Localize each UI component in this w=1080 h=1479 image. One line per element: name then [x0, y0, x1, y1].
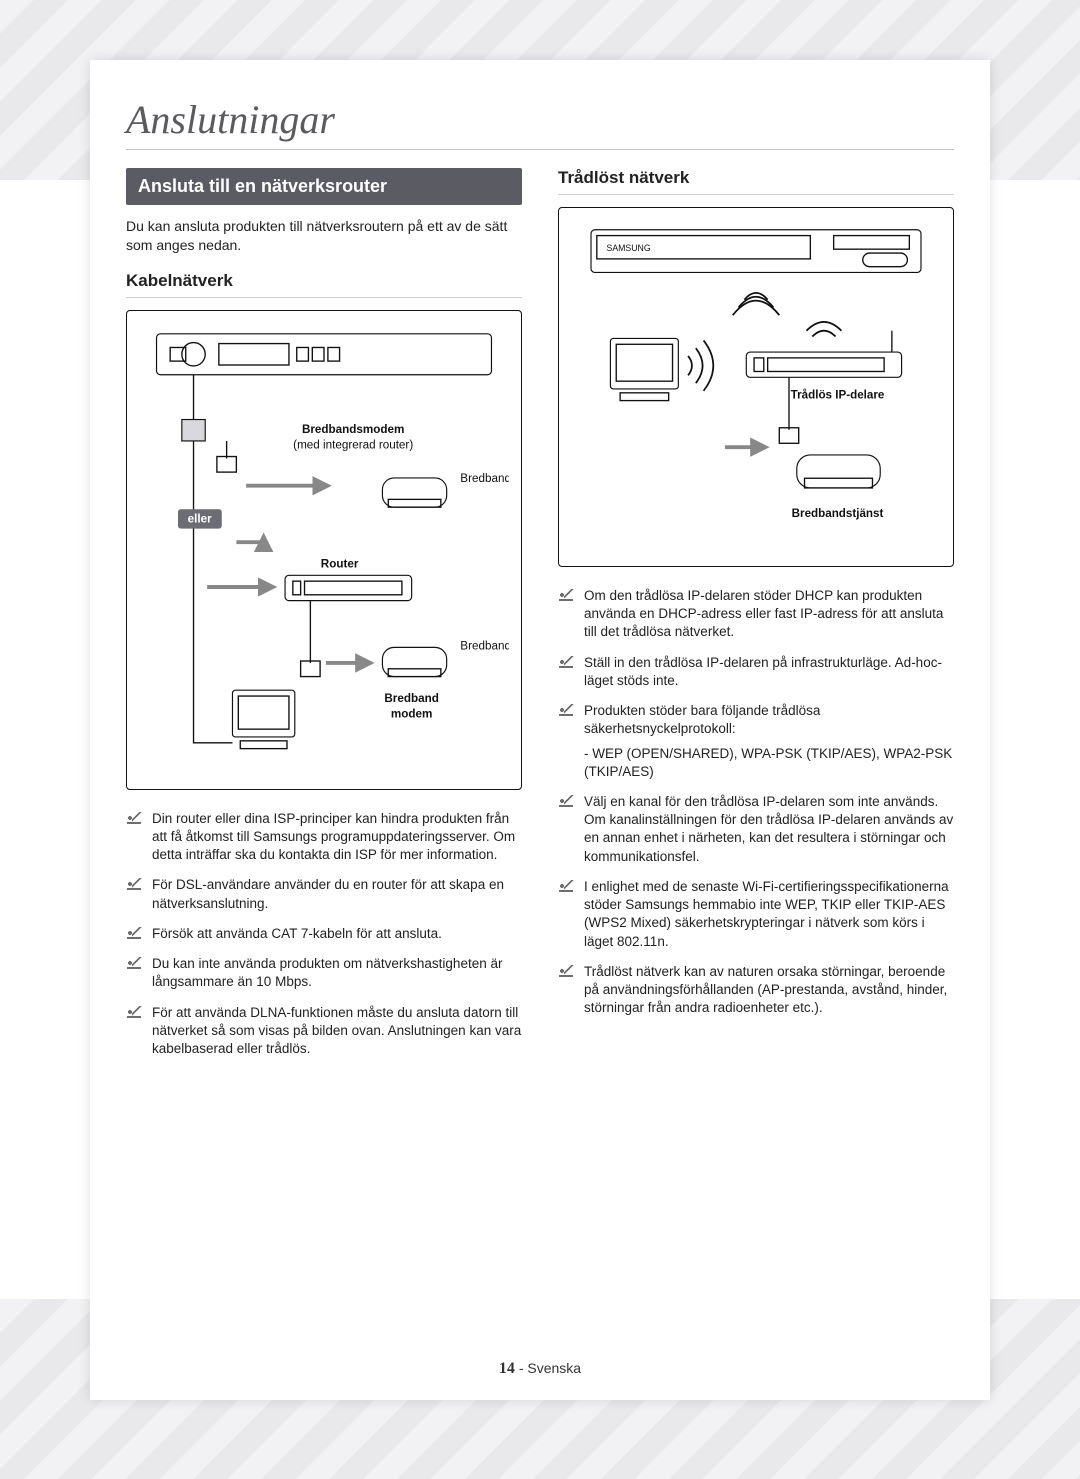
pen-icon	[126, 957, 144, 971]
pen-icon	[558, 965, 576, 979]
svg-text:(med integrerad router): (med integrerad router)	[293, 439, 413, 452]
pen-icon	[126, 878, 144, 892]
notes-right: Om den trådlösa IP-delaren stöder DHCP k…	[558, 587, 954, 1017]
svg-text:Bredbandstjänst: Bredbandstjänst	[460, 472, 509, 485]
note-text: Välj en kanal för den trådlösa IP-delare…	[584, 793, 954, 866]
svg-text:Trådlös IP-delare: Trådlös IP-delare	[791, 389, 885, 402]
note-text: I enlighet med de senaste Wi-Fi-certifie…	[584, 878, 954, 951]
note-text: För att använda DLNA-funktionen måste du…	[152, 1004, 522, 1059]
pen-icon	[558, 704, 576, 718]
page-number: 14	[499, 1360, 515, 1377]
svg-text:modem: modem	[391, 707, 433, 720]
svg-text:Bredbandstjänst: Bredbandstjänst	[792, 507, 884, 520]
sub-heading-wireless: Trådlöst nätverk	[558, 168, 954, 195]
svg-text:Bredbandsmodem: Bredbandsmodem	[302, 423, 404, 436]
note-text: För DSL-användare använder du en router …	[152, 876, 522, 912]
note-text: Produkten stöder bara följande trådlösa …	[584, 702, 954, 738]
svg-text:Bredband: Bredband	[384, 692, 438, 705]
note-text: Om den trådlösa IP-delaren stöder DHCP k…	[584, 587, 954, 642]
intro-text: Du kan ansluta produkten till nätverksro…	[126, 217, 522, 255]
notes-left: Din router eller dina ISP-principer kan …	[126, 810, 522, 1058]
chapter-title: Anslutningar	[126, 96, 954, 150]
pen-icon	[558, 880, 576, 894]
svg-text:Router: Router	[321, 557, 359, 570]
pen-icon	[558, 795, 576, 809]
note-text: Försök att använda CAT 7-kabeln för att …	[152, 925, 442, 943]
svg-text:SAMSUNG: SAMSUNG	[607, 243, 651, 253]
pen-icon	[126, 1006, 144, 1020]
footer-lang-label: Svenska	[527, 1360, 581, 1376]
diagram-wired-network: Bredbandsmodem (med integrerad router) B…	[126, 310, 522, 790]
pen-icon	[558, 589, 576, 603]
note-text: Du kan inte använda produkten om nätverk…	[152, 955, 522, 991]
note-text: Ställ in den trådlösa IP-delaren på infr…	[584, 654, 954, 690]
pen-icon	[126, 812, 144, 826]
pen-icon	[558, 656, 576, 670]
page-footer: 14 - Svenska	[90, 1360, 990, 1378]
sub-heading-wired: Kabelnätverk	[126, 271, 522, 298]
or-chip: eller	[178, 509, 222, 528]
pen-icon	[126, 927, 144, 941]
note-subtext: - WEP (OPEN/SHARED), WPA-PSK (TKIP/AES),…	[584, 745, 954, 781]
diagram-wireless-network: SAMSUNG	[558, 207, 954, 567]
note-text: Din router eller dina ISP-principer kan …	[152, 810, 522, 865]
section-heading-router: Ansluta till en nätverksrouter	[126, 168, 522, 205]
note-text: Trådlöst nätverk kan av naturen orsaka s…	[584, 963, 954, 1018]
svg-text:Bredbandstjänst: Bredbandstjänst	[460, 639, 509, 652]
